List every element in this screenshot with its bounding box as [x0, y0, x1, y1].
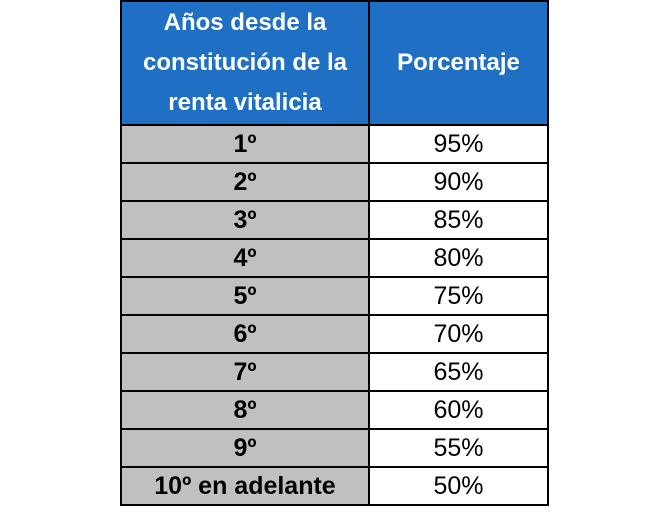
- percentage-cell: 95%: [368, 124, 549, 164]
- year-cell: 1º: [120, 124, 370, 164]
- year-cell: 4º: [120, 238, 370, 278]
- percentage-table: Años desde la constitución de la renta v…: [120, 0, 549, 506]
- table-row: 2º 90%: [120, 162, 549, 202]
- year-cell: 6º: [120, 314, 370, 354]
- year-cell: 9º: [120, 428, 370, 468]
- table-row: 3º 85%: [120, 200, 549, 240]
- percentage-table-container: Años desde la constitución de la renta v…: [120, 0, 549, 528]
- year-cell: 3º: [120, 200, 370, 240]
- table-row: 8º 60%: [120, 390, 549, 430]
- percentage-cell: 60%: [368, 390, 549, 430]
- year-cell: 2º: [120, 162, 370, 202]
- header-years-line: renta vitalicia: [168, 89, 322, 116]
- percentage-cell: 75%: [368, 276, 549, 316]
- table-row: 7º 65%: [120, 352, 549, 392]
- percentage-cell: 65%: [368, 352, 549, 392]
- percentage-cell: 85%: [368, 200, 549, 240]
- percentage-cell: 50%: [368, 466, 549, 506]
- table-row: 9º 55%: [120, 428, 549, 468]
- percentage-cell: 90%: [368, 162, 549, 202]
- year-cell: 7º: [120, 352, 370, 392]
- table-row: 1º 95%: [120, 124, 549, 164]
- header-years-line: Años desde la: [163, 9, 327, 36]
- header-years-line: constitución de la: [142, 49, 348, 76]
- header-years: Años desde la constitución de la renta v…: [120, 0, 370, 126]
- year-cell: 5º: [120, 276, 370, 316]
- table-row: 5º 75%: [120, 276, 549, 316]
- table-row: 10º en adelante 50%: [120, 466, 549, 506]
- table-row: 6º 70%: [120, 314, 549, 354]
- percentage-cell: 80%: [368, 238, 549, 278]
- year-cell: 8º: [120, 390, 370, 430]
- table-header-row: Años desde la constitución de la renta v…: [120, 0, 549, 126]
- header-percentage: Porcentaje: [368, 0, 549, 126]
- percentage-cell: 70%: [368, 314, 549, 354]
- table-row: 4º 80%: [120, 238, 549, 278]
- year-cell: 10º en adelante: [120, 466, 370, 506]
- percentage-cell: 55%: [368, 428, 549, 468]
